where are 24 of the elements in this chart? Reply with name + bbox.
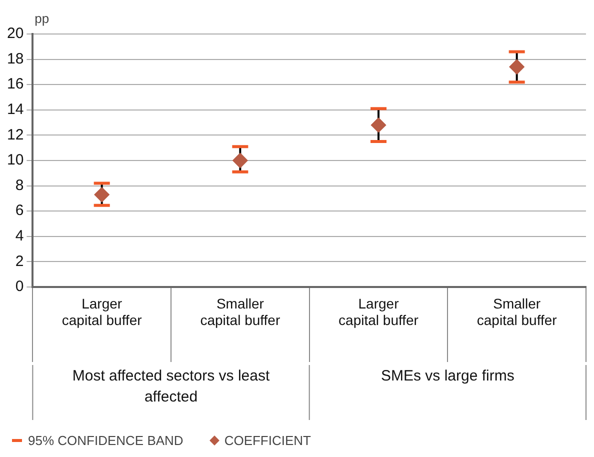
text: 95% CONFIDENCE BAND [28,433,184,448]
y-tick-label: 8 [15,176,24,194]
y-tick-label: 4 [15,228,24,245]
point [509,59,524,74]
point [232,153,248,168]
x-tick-label: Larger capital buffer [62,295,142,328]
point [371,118,386,133]
x-tick-label: Larger capital buffer [338,295,419,328]
x-tick-label: Smaller capital buffer [476,295,558,328]
legend-label: COEFFICIENT [224,433,311,448]
text: Most affected sectors vs least affected [72,368,270,406]
y-tick-label: 0 [15,278,24,296]
y-tick-label: 2 [15,252,24,270]
text: SMEs vs large firms [380,368,514,385]
y-tick-label: 18 [6,50,24,68]
y-tick-label: 10 [6,152,24,169]
y-tick-label: 20 [6,25,24,42]
y-tick-label: 16 [6,76,24,93]
y-tick-label: 12 [6,126,24,144]
y-tick-label: 6 [15,202,24,220]
y-tick-label: 14 [6,101,24,118]
y-axis-title: pp [34,11,50,26]
point [94,187,110,202]
x-tick-label: Smaller capital buffer [200,295,280,328]
